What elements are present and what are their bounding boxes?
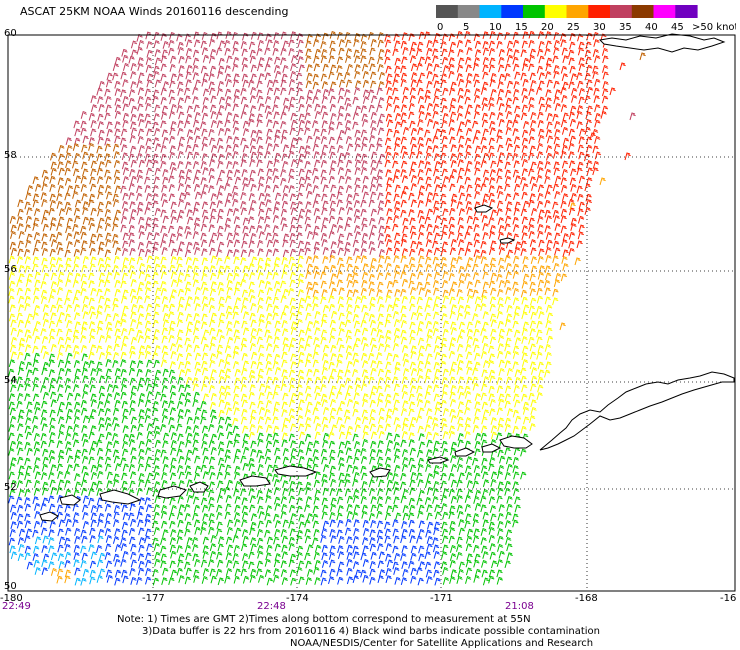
lon-label: -180 — [0, 593, 23, 604]
pribilof-island — [474, 204, 494, 213]
aleutian-7 — [189, 481, 209, 493]
wind-map: 60 58 56 54 52 50 -180 -177 -174 -171 -1… — [0, 28, 736, 612]
north-alaska-coast — [598, 33, 726, 53]
aleutian-4 — [369, 467, 391, 478]
legend-label: 30 — [593, 22, 606, 33]
lat-label: 60 — [4, 28, 17, 39]
lat-labels: 60 58 56 54 52 50 — [4, 28, 17, 592]
lat-label: 52 — [4, 482, 17, 493]
legend-swatch — [653, 5, 676, 18]
legend-label: 25 — [567, 22, 580, 33]
legend-label: 45 — [671, 22, 684, 33]
note-line-3: NOAA/NESDIS/Center for Satellite Applica… — [290, 638, 594, 649]
aleutian-6 — [239, 475, 271, 487]
time-label: 21:08 — [505, 601, 534, 612]
legend-swatch — [523, 5, 546, 18]
lat-label: 54 — [4, 375, 17, 386]
legend-label: 20 — [541, 22, 554, 33]
aleutian-east — [499, 435, 533, 449]
note-line-2: 3)Data buffer is 22 hrs from 20160116 4)… — [142, 626, 600, 637]
lat-label: 58 — [4, 150, 17, 161]
legend-swatch — [566, 5, 589, 18]
aleutian-8 — [157, 485, 187, 499]
lon-label: -16 — [720, 593, 736, 604]
legend-label: 10 — [489, 22, 502, 33]
legend-swatch — [479, 5, 502, 18]
legend-label: 15 — [515, 22, 528, 33]
legend-swatch — [544, 5, 568, 18]
legend-label: 0 — [437, 22, 443, 33]
lon-label: -171 — [430, 593, 453, 604]
aleutian-10 — [59, 494, 81, 506]
coastline — [39, 33, 735, 522]
note-line-1: Note: 1) Times are GMT 2)Times along bot… — [117, 614, 531, 625]
aleutian-11 — [39, 511, 59, 522]
map-frame — [7, 34, 736, 592]
lat-lon-grid — [8, 34, 735, 591]
aleutian-1 — [427, 456, 450, 464]
map-title: ASCAT 25KM NOAA Winds 20160116 descendin… — [20, 5, 289, 18]
legend-swatch — [588, 5, 611, 18]
time-label: 22:49 — [2, 601, 31, 612]
legend-swatch — [457, 5, 481, 18]
legend-swatch — [675, 5, 698, 18]
aleutian-3 — [481, 443, 502, 453]
st-matthew-island — [499, 237, 516, 244]
legend-swatch — [501, 5, 524, 18]
legend-label: 5 — [463, 22, 469, 33]
lon-label: -168 — [575, 593, 598, 604]
aleutian-5 — [274, 465, 318, 477]
aleutian-9 — [99, 489, 142, 505]
legend-swatch — [631, 5, 655, 18]
alaska-peninsula-coast — [539, 371, 735, 451]
lon-label: -177 — [142, 593, 165, 604]
lat-label: 56 — [4, 264, 17, 275]
time-labels: 22:49 22:48 21:08 — [2, 601, 534, 612]
time-label: 22:48 — [257, 601, 286, 612]
legend-label: >50 knots — [692, 22, 736, 33]
wind-barbs — [8, 30, 646, 586]
lon-label: -174 — [286, 593, 309, 604]
legend-label: 40 — [645, 22, 658, 33]
aleutian-2 — [454, 447, 476, 457]
lat-label: 50 — [4, 581, 17, 592]
lon-labels: -180 -177 -174 -171 -168 -16 — [0, 593, 736, 604]
legend-swatch — [436, 5, 459, 18]
legend-swatch — [610, 5, 633, 18]
legend-label: 35 — [619, 22, 632, 33]
wind-speed-legend: 0 5 10 15 20 25 30 35 40 45 >50 knots — [436, 5, 736, 33]
